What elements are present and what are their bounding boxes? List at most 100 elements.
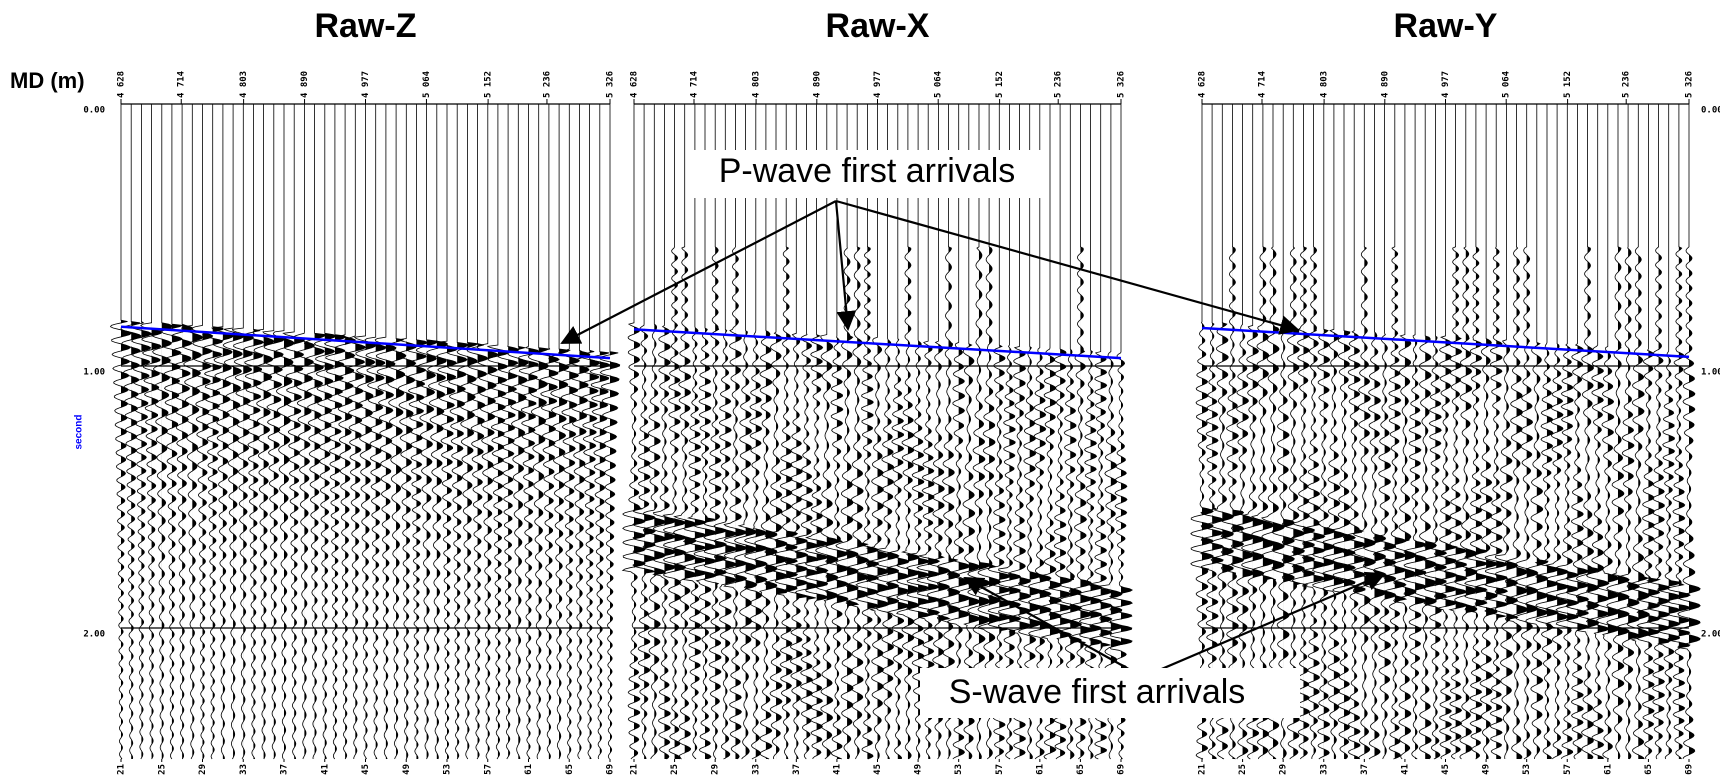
- trace-fill: [1110, 104, 1123, 759]
- trace: [252, 104, 275, 760]
- trace-fill: [664, 104, 676, 759]
- trace: [1048, 104, 1073, 760]
- trace-fill: [755, 104, 767, 759]
- trace: [1606, 104, 1630, 760]
- trace: [171, 104, 194, 760]
- x-tick-label: 45: [873, 764, 883, 775]
- arrow: [835, 199, 1300, 335]
- x2-tick-label: 4 803: [239, 71, 249, 98]
- trace-fill: [1567, 104, 1579, 759]
- trace: [743, 104, 768, 760]
- trace-fill: [1425, 104, 1437, 759]
- arrow: [560, 200, 837, 344]
- y-tick-label: 1.00: [1701, 368, 1720, 378]
- x-tick-label: 65: [1644, 764, 1654, 775]
- trace: [642, 104, 667, 760]
- trace-fill: [684, 104, 696, 759]
- trace-fill: [1394, 104, 1406, 759]
- trace-fill: [1323, 104, 1335, 759]
- x-tick-label: 25: [1238, 764, 1248, 775]
- trace: [304, 104, 326, 760]
- trace-fill: [765, 104, 777, 759]
- trace-fill: [857, 104, 869, 759]
- trace-fill: [1242, 104, 1254, 759]
- trace: [385, 104, 407, 760]
- trace: [578, 104, 601, 760]
- x-tick-label: 25: [670, 764, 680, 775]
- trace-fill: [447, 104, 458, 759]
- trace-fill: [715, 104, 727, 759]
- trace: [1474, 104, 1498, 760]
- trace: [946, 104, 971, 760]
- x2-tick-label: 4 977: [361, 71, 371, 98]
- trace: [1007, 104, 1032, 760]
- trace: [1210, 104, 1235, 760]
- trace: [682, 104, 707, 760]
- x-tick-label: 41: [832, 764, 842, 775]
- trace: [1616, 104, 1640, 760]
- trace: [672, 104, 697, 760]
- trace: [1078, 104, 1103, 760]
- x-tick-label: 65: [1076, 764, 1086, 775]
- trace-fill: [1333, 104, 1346, 759]
- trace: [558, 104, 581, 760]
- trace: [1098, 104, 1123, 760]
- trace-fill: [1039, 104, 1051, 759]
- pick-line: [633, 328, 1122, 360]
- trace-fill: [1516, 104, 1528, 759]
- trace: [1038, 104, 1062, 760]
- trace-fill: [273, 104, 285, 759]
- x2-tick-label: 4 890: [300, 71, 310, 98]
- x2-tick-label: 5 064: [1502, 70, 1512, 98]
- trace: [754, 104, 778, 760]
- arrow: [834, 200, 857, 331]
- x-tick-label: 57: [1563, 764, 1573, 775]
- trace: [987, 104, 1012, 760]
- trace: [916, 104, 941, 759]
- y-axis-label: second: [74, 414, 85, 449]
- annotations: P-wave first arrivals S-wave first arriv…: [560, 150, 1386, 718]
- trace: [140, 104, 163, 760]
- trace-fill: [1689, 104, 1701, 759]
- x-tick-label: 65: [565, 764, 575, 775]
- x-tick-label: 45: [361, 764, 371, 775]
- trace-fill: [816, 104, 828, 759]
- x-tick-label: 61: [1603, 764, 1613, 775]
- trace-fill: [1303, 104, 1315, 759]
- x-tick-label: 53: [1522, 764, 1532, 775]
- trace: [405, 104, 428, 760]
- trace: [723, 104, 748, 760]
- x2-tick-label: 4 890: [812, 71, 822, 98]
- x2-tick-label: 4 890: [1380, 71, 1390, 98]
- trace: [905, 104, 931, 760]
- trace: [334, 104, 356, 760]
- panel-title: Raw-Z: [315, 7, 417, 45]
- x2-tick-label: 4 977: [873, 71, 883, 98]
- trace-fill: [1658, 104, 1670, 759]
- trace-fill: [1070, 104, 1082, 759]
- trace: [804, 104, 829, 760]
- x-tick-label: 33: [751, 764, 761, 775]
- trace: [1534, 104, 1559, 760]
- trace: [1220, 104, 1245, 760]
- arrow: [1142, 571, 1386, 679]
- trace-fill: [182, 104, 193, 759]
- trace: [1372, 104, 1397, 760]
- x-tick-label: 45: [1441, 764, 1451, 775]
- trace: [160, 104, 185, 760]
- trace: [1555, 104, 1580, 760]
- trace: [1636, 104, 1661, 760]
- trace: [374, 104, 397, 760]
- trace: [1596, 104, 1620, 760]
- trace: [1454, 104, 1478, 760]
- x2-tick-label: 4 628: [630, 71, 640, 98]
- trace-fill: [1232, 104, 1244, 759]
- annotation: S-wave first arrivals: [949, 673, 1246, 711]
- trace: [1464, 104, 1489, 760]
- x2-tick-label: 5 236: [1622, 71, 1632, 98]
- trace: [733, 104, 758, 760]
- x2-axis-label: MD (m): [10, 68, 85, 93]
- x2-tick-label: 4 714: [690, 70, 700, 98]
- trace-fill: [1475, 104, 1488, 759]
- trace: [1575, 104, 1600, 760]
